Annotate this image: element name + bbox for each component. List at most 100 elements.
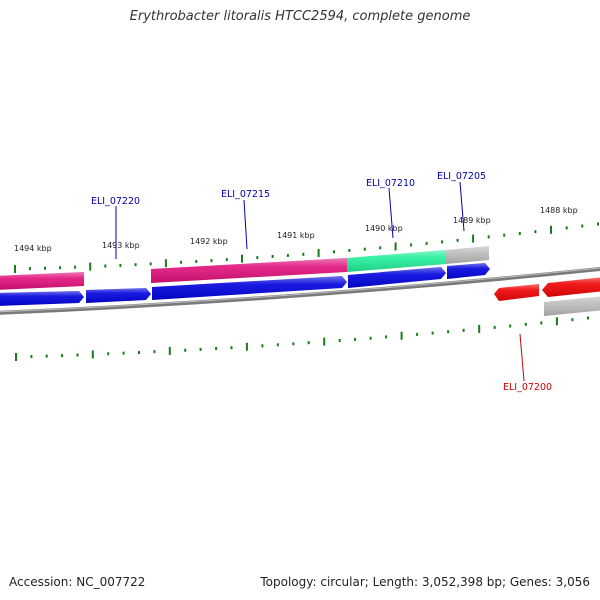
ruler-top-tick — [74, 265, 77, 269]
genome-summary: Topology: circular; Length: 3,052,398 bp… — [260, 575, 590, 589]
ruler-top-tick — [425, 241, 428, 245]
ruler-bottom-tick — [416, 332, 419, 336]
cds-feature-gray-shade — [446, 246, 489, 264]
ruler-bottom-tick — [571, 318, 574, 322]
leader-line-eli-07215 — [243, 199, 248, 250]
ruler-bottom-tick — [509, 324, 512, 328]
ruler-label-1494: 1494 kbp — [14, 244, 52, 253]
ruler-top-tick — [89, 262, 92, 271]
gene-arrow-reverse-right-shade — [542, 277, 600, 297]
cds-feature-magenta-left-shade — [0, 272, 84, 290]
ruler-ticks-bottom — [15, 316, 589, 361]
ruler-label-1493: 1493 kbp — [102, 241, 140, 250]
ruler-top-tick — [410, 243, 413, 247]
gene-arrow-eli-07200-shade — [494, 284, 539, 301]
ruler-top-tick — [149, 262, 152, 266]
ruler-bottom-tick — [431, 331, 434, 335]
gene-labels: ELI_07220 ELI_07215 ELI_07210 ELI_07205 … — [91, 171, 552, 393]
gene-label-eli-07215[interactable]: ELI_07215 — [221, 189, 270, 200]
ruler-top-tick — [104, 264, 107, 268]
ruler-bottom-tick — [338, 339, 341, 342]
ruler-top-tick — [29, 267, 31, 271]
ruler-bottom-tick — [153, 350, 156, 354]
cds-feature-green-shade — [347, 250, 446, 272]
ruler-bottom-tick — [30, 355, 33, 359]
ruler-bottom-tick — [76, 353, 79, 357]
ruler-bottom-tick — [540, 321, 543, 325]
ruler-bottom-tick — [524, 322, 527, 326]
ruler-top-tick — [597, 222, 599, 226]
ruler-top-tick — [534, 230, 537, 234]
ruler-label-1489: 1489 kbp — [453, 216, 491, 225]
cds-feature-magenta-shade — [151, 258, 347, 283]
ruler-bottom-tick — [91, 350, 94, 359]
ruler-top-tick — [363, 247, 366, 251]
ruler-bottom-tick — [369, 336, 372, 340]
ruler-bottom-tick — [245, 342, 248, 351]
ruler-top-tick — [256, 256, 259, 260]
ruler-top-tick — [394, 242, 397, 251]
ruler-ticks-top — [14, 222, 599, 273]
cds-ring — [0, 246, 600, 316]
ruler-bottom-tick — [323, 337, 326, 346]
ruler-top-tick — [503, 233, 506, 237]
ruler-bottom-tick — [168, 347, 171, 355]
ruler-bottom-tick — [354, 337, 357, 341]
ruler-top-tick — [550, 225, 552, 234]
ruler-labels: 1494 kbp 1493 kbp 1492 kbp 1491 kbp 1490… — [14, 206, 578, 253]
ruler-bottom-tick — [385, 335, 388, 339]
gene-label-eli-07210[interactable]: ELI_07210 — [366, 178, 415, 189]
ruler-bottom-tick — [45, 354, 48, 358]
ruler-top-tick — [317, 249, 320, 257]
ruler-top-tick — [379, 246, 382, 250]
backbone-arc — [0, 267, 600, 315]
ruler-label-1492: 1492 kbp — [190, 237, 228, 246]
gene-arrow-forward-shade — [0, 291, 84, 306]
ruler-top-tick — [225, 258, 228, 262]
ruler-bottom-tick — [184, 348, 187, 352]
gene-arrow-eli-07205-shade — [447, 263, 490, 279]
ruler-top-tick — [441, 240, 444, 244]
ruler-top-tick — [487, 235, 490, 239]
ruler-top-tick — [180, 260, 183, 264]
ruler-top-tick — [241, 254, 243, 263]
gene-arrow-eli-07210-shade — [348, 267, 446, 288]
accession-label: Accession: NC_007722 — [9, 575, 146, 589]
ruler-bottom-tick — [462, 328, 465, 332]
ruler-bottom-tick — [122, 351, 125, 355]
ruler-top-tick — [164, 259, 167, 268]
ruler-top-tick — [119, 263, 122, 267]
ruler-top-tick — [348, 249, 351, 252]
ruler-bottom-tick — [292, 342, 295, 346]
ruler-top-tick — [581, 224, 584, 228]
ruler-bottom-tick — [199, 347, 202, 351]
gene-arrow-eli-07215-shade — [152, 276, 347, 300]
ruler-bottom-tick — [478, 324, 481, 333]
ruler-top-tick — [14, 265, 16, 273]
ruler-bottom-tick — [587, 316, 589, 320]
ruler-bottom-tick — [138, 351, 140, 354]
gene-label-eli-07200[interactable]: ELI_07200 — [503, 382, 552, 393]
leader-line-eli-07200 — [519, 333, 525, 382]
ruler-bottom-tick — [400, 331, 403, 340]
cds-feature-gray-right-shade — [544, 296, 600, 316]
ruler-top-tick — [456, 238, 459, 242]
ruler-bottom-tick — [230, 346, 233, 350]
ruler-label-1491: 1491 kbp — [277, 231, 315, 240]
gene-arrow-eli-07220-shade — [86, 288, 151, 303]
map-title: Erythrobacter litoralis HTCC2594, comple… — [129, 9, 471, 24]
ruler-bottom-tick — [276, 343, 279, 347]
ruler-bottom-tick — [15, 353, 17, 361]
ruler-top-tick — [44, 266, 46, 270]
ruler-bottom-tick — [493, 325, 496, 329]
ruler-top-tick — [134, 263, 137, 267]
forward-genes — [0, 263, 490, 306]
ruler-top-tick — [302, 252, 305, 256]
backbone-arc-highlight — [0, 267, 600, 313]
gene-label-eli-07220[interactable]: ELI_07220 — [91, 196, 140, 207]
gene-label-eli-07205[interactable]: ELI_07205 — [437, 171, 486, 182]
ruler-top-tick — [271, 255, 274, 258]
ruler-bottom-tick — [61, 354, 64, 358]
ruler-label-1490: 1490 kbp — [365, 224, 403, 233]
ruler-label-1488: 1488 kbp — [540, 206, 578, 215]
